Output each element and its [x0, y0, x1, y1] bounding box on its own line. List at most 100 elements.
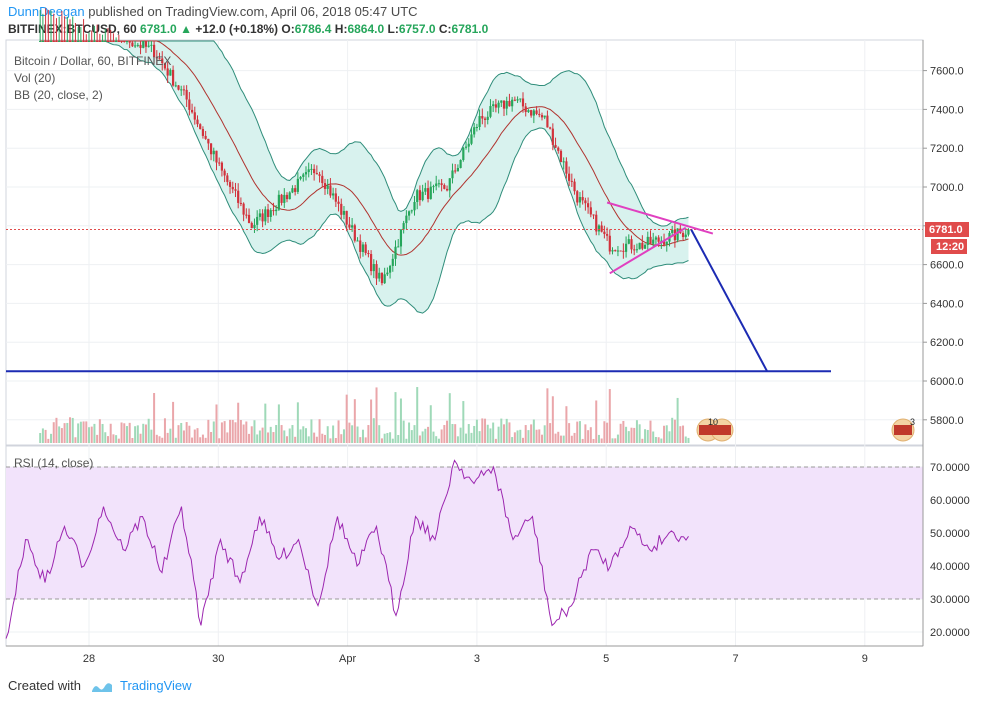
candle-body: [592, 214, 595, 216]
candle-body: [299, 176, 302, 179]
drawings[interactable]: [6, 201, 923, 373]
volume-bar: [456, 436, 459, 443]
volume-bar: [139, 433, 142, 443]
main-pane[interactable]: [5, 39, 924, 446]
candle-body: [109, 41, 112, 42]
candle-body: [524, 106, 527, 113]
volume-bar: [74, 437, 77, 443]
candle-body: [171, 69, 175, 86]
candle-body: [275, 209, 278, 212]
event-badge-1[interactable]: 10: [696, 417, 734, 442]
candle-body: [326, 185, 329, 189]
candle-body: [383, 274, 386, 284]
time-tick-label: 5: [603, 653, 609, 665]
volume-bar: [296, 402, 299, 443]
candle-body: [608, 235, 611, 252]
triangle-upper-line: [606, 201, 714, 235]
candle-body: [687, 229, 690, 235]
candle-body: [519, 98, 522, 100]
time-axis[interactable]: 28 30 Apr 3 5 7 9: [6, 645, 923, 665]
candle-body: [247, 214, 251, 223]
candle-body: [454, 170, 457, 172]
volume-bar: [500, 418, 503, 443]
volume-bar: [136, 425, 139, 443]
volume-bar: [682, 425, 685, 443]
volume-bar: [516, 430, 519, 443]
candle-body: [353, 225, 356, 241]
candle-body: [605, 234, 609, 236]
candle-body: [532, 110, 535, 116]
volume-bar: [212, 421, 215, 443]
volume-bar: [494, 438, 497, 443]
close-label: C:: [438, 22, 452, 36]
volume-bar: [193, 429, 196, 443]
candle-body: [345, 210, 348, 225]
low-value: 6757.0: [398, 22, 436, 36]
candle-body: [467, 143, 470, 147]
candle-body: [250, 222, 253, 229]
volume-bar: [380, 438, 383, 443]
candle-body: [540, 115, 544, 118]
candle-body: [380, 272, 384, 284]
event-badge-2[interactable]: 3: [891, 417, 915, 442]
candle-body: [405, 215, 408, 224]
volume-bar: [71, 417, 74, 443]
candle-body: [158, 58, 161, 60]
volume-bar: [321, 433, 324, 443]
volume-bar: [155, 434, 158, 443]
event-badge-2-count: 3: [910, 417, 915, 427]
open-label: O:: [281, 22, 295, 36]
volume-bar: [288, 428, 291, 443]
volume-bar: [96, 434, 99, 443]
volume-bar: [88, 427, 90, 443]
candle-body: [169, 69, 172, 76]
candle-body: [557, 147, 560, 151]
volume-bar: [153, 393, 156, 443]
candle-body: [456, 167, 459, 172]
volume-bar: [481, 418, 484, 443]
candle-body: [654, 237, 658, 240]
volume-bar: [638, 424, 641, 443]
candle-body: [313, 168, 316, 174]
volume-bar: [182, 430, 185, 443]
volume-bar: [497, 426, 500, 443]
volume-bar: [329, 438, 332, 443]
volume-bar: [429, 405, 432, 443]
volume-bar: [101, 423, 104, 443]
candle-body: [649, 236, 652, 244]
tradingview-brand-link[interactable]: TradingView: [120, 678, 192, 693]
candle-body: [201, 129, 205, 136]
volume-bar: [104, 432, 107, 443]
volume-bar: [519, 429, 522, 443]
author-name[interactable]: DunnDeegan: [8, 4, 85, 19]
candle-body: [294, 188, 297, 192]
candles: [39, 8, 690, 286]
volume-bar: [603, 421, 606, 443]
volume-bar: [616, 434, 619, 443]
rsi-tick-label: 70.0000: [930, 462, 970, 474]
volume-bar: [125, 426, 128, 443]
rsi-tick-label: 50.0000: [930, 528, 970, 540]
candle-body: [394, 246, 397, 259]
volume-bar: [269, 426, 272, 443]
candle-body: [589, 207, 592, 215]
candle-body: [49, 41, 53, 42]
volume-bar: [378, 425, 381, 443]
candle-body: [96, 41, 99, 42]
candle-body: [652, 239, 655, 244]
candle-body: [603, 231, 606, 235]
volume-bar: [581, 438, 584, 443]
volume-bar: [375, 387, 378, 443]
volume-bar: [361, 429, 364, 443]
candle-body: [291, 188, 294, 193]
volume-bar: [248, 433, 251, 443]
price-axis[interactable]: 7600.07400.07200.07000.06800.06600.06400…: [922, 40, 970, 646]
rsi-band: [6, 467, 923, 599]
volume-bar: [383, 433, 386, 443]
candle-body: [101, 41, 104, 42]
candle-body: [223, 170, 226, 176]
volume-bar: [267, 432, 270, 443]
volume-bar: [201, 434, 204, 443]
candle-body: [237, 190, 240, 203]
